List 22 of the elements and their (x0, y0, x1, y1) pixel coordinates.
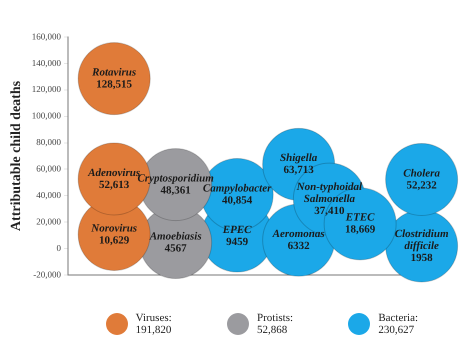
data-label: Clostridium difficile 1958 (394, 228, 449, 264)
y-tick-label: 120,000 (32, 84, 62, 94)
data-label: ETEC 18,669 (344, 212, 376, 236)
data-label: Shigella 63,713 (280, 152, 318, 176)
y-tick-label: 80,000 (36, 137, 62, 148)
legend-label: Bacteria: 230,627 (378, 312, 420, 336)
y-tick-label: 0 (56, 242, 62, 253)
y-axis-title: Attributable child deaths (9, 80, 24, 232)
data-label: Norovirus 10,629 (90, 222, 138, 246)
y-tick-label: 140,000 (32, 58, 62, 68)
data-label: EPEC 9459 (222, 224, 252, 248)
y-tick-label: 160,000 (32, 31, 62, 42)
data-label: Aeromonas 6332 (272, 228, 325, 252)
legend-label: Viruses: 191,820 (136, 312, 173, 336)
data-label: Rotavirus 128,515 (91, 66, 136, 90)
y-tick-label: 20,000 (36, 216, 62, 226)
y-tick-label: 60,000 (36, 164, 62, 174)
y-tick-label: 40,000 (36, 190, 62, 200)
legend-label: Protists: 52,868 (256, 312, 294, 336)
data-label: Cholera 52,232 (403, 167, 440, 192)
y-tick-label: -20,000 (33, 269, 62, 280)
y-tick-label: 100,000 (32, 110, 62, 121)
